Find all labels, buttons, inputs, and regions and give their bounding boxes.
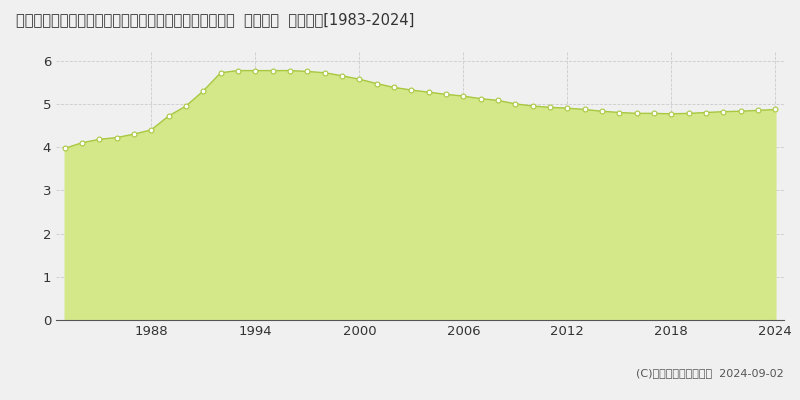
- Text: 栃木県下都賀郡壬生町大字安塚字西原２３８９番１１外  地価公示  地価推移[1983-2024]: 栃木県下都賀郡壬生町大字安塚字西原２３８９番１１外 地価公示 地価推移[1983…: [16, 12, 414, 27]
- Text: (C)土地価格ドットコム  2024-09-02: (C)土地価格ドットコム 2024-09-02: [636, 368, 784, 378]
